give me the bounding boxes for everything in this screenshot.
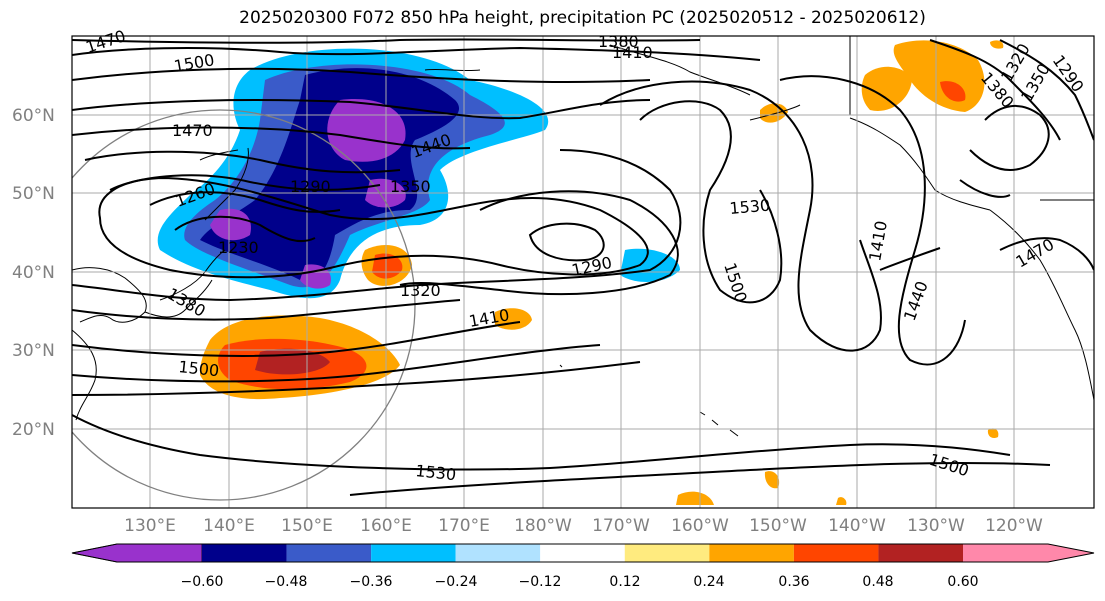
lon-label-150w: 150°W (749, 516, 807, 536)
latitude-labels: 60°N 50°N 40°N 30°N 20°N (12, 106, 55, 440)
colorbar-label: −0.24 (435, 574, 478, 590)
lon-label-140e: 140°E (203, 516, 255, 536)
colorbar-cell (286, 544, 372, 562)
contour-label-1380: 1380 (598, 32, 639, 51)
lon-label-130e: 130°E (124, 516, 176, 536)
contour-label-1500-west: 1500 (178, 357, 220, 380)
lat-label-40n: 40°N (12, 263, 55, 283)
colorbar-label: 0.24 (693, 574, 724, 590)
contour-label-1410: 1410 (612, 43, 653, 62)
colorbar-outline (71, 543, 1095, 563)
contour-label-1470: 1470 (172, 121, 213, 140)
colorbar-cell (709, 544, 794, 562)
contour-label-1530-south: 1530 (415, 461, 457, 484)
colorbar-label: −0.36 (350, 574, 393, 590)
colorbar-label: 0.60 (947, 574, 978, 590)
colorbar-cell (455, 544, 541, 562)
colorbar-cell (202, 544, 287, 562)
contour-label-1290: 1290 (290, 177, 331, 196)
height-contours (72, 38, 1094, 496)
lon-label-150e: 150°E (281, 516, 333, 536)
lon-label-170w: 170°W (592, 516, 650, 536)
longitude-labels: 130°E 140°E 150°E 160°E 170°E 180°W 170°… (124, 516, 1043, 536)
colorbar-label: 0.48 (862, 574, 893, 590)
colorbar-cell (793, 544, 879, 562)
colorbar-label: 0.12 (609, 574, 640, 590)
contour-label-1320: 1320 (400, 281, 441, 300)
lat-label-50n: 50°N (12, 184, 55, 204)
colorbar-cell (878, 544, 963, 562)
colorbar-cells (71, 543, 1095, 563)
lon-label-160e: 160°E (360, 516, 412, 536)
lon-label-160w: 160°W (671, 516, 729, 536)
lat-label-20n: 20°N (12, 420, 55, 440)
lat-label-30n: 30°N (12, 341, 55, 361)
colorbar: −0.60 −0.48 −0.36 −0.24 −0.12 0.12 0.24 … (71, 543, 1095, 590)
colorbar-cell (624, 544, 710, 562)
map-frame (71, 35, 1095, 509)
contour-label-1350: 1350 (390, 177, 431, 196)
lon-label-140w: 140°W (828, 516, 886, 536)
colorbar-label: −0.48 (265, 574, 308, 590)
colorbar-cell (540, 544, 625, 562)
lon-label-180w: 180°W (514, 516, 572, 536)
map-title: 2025020300 F072 850 hPa height, precipit… (239, 8, 926, 28)
colorbar-label: 0.36 (778, 574, 809, 590)
lon-label-120w: 120°W (985, 516, 1043, 536)
colorbar-cell (71, 543, 203, 563)
contour-label-1530-east: 1530 (729, 196, 771, 218)
colorbar-label: −0.12 (519, 574, 562, 590)
lat-label-60n: 60°N (12, 106, 55, 126)
lon-label-130w: 130°W (907, 516, 965, 536)
colorbar-label: −0.60 (181, 574, 224, 590)
colorbar-labels: −0.60 −0.48 −0.36 −0.24 −0.12 0.12 0.24 … (181, 574, 979, 590)
lon-label-170e: 170°E (438, 516, 490, 536)
colorbar-cell (963, 544, 1094, 562)
contour-label-1230: 1230 (218, 238, 259, 257)
colorbar-cell (371, 544, 456, 562)
